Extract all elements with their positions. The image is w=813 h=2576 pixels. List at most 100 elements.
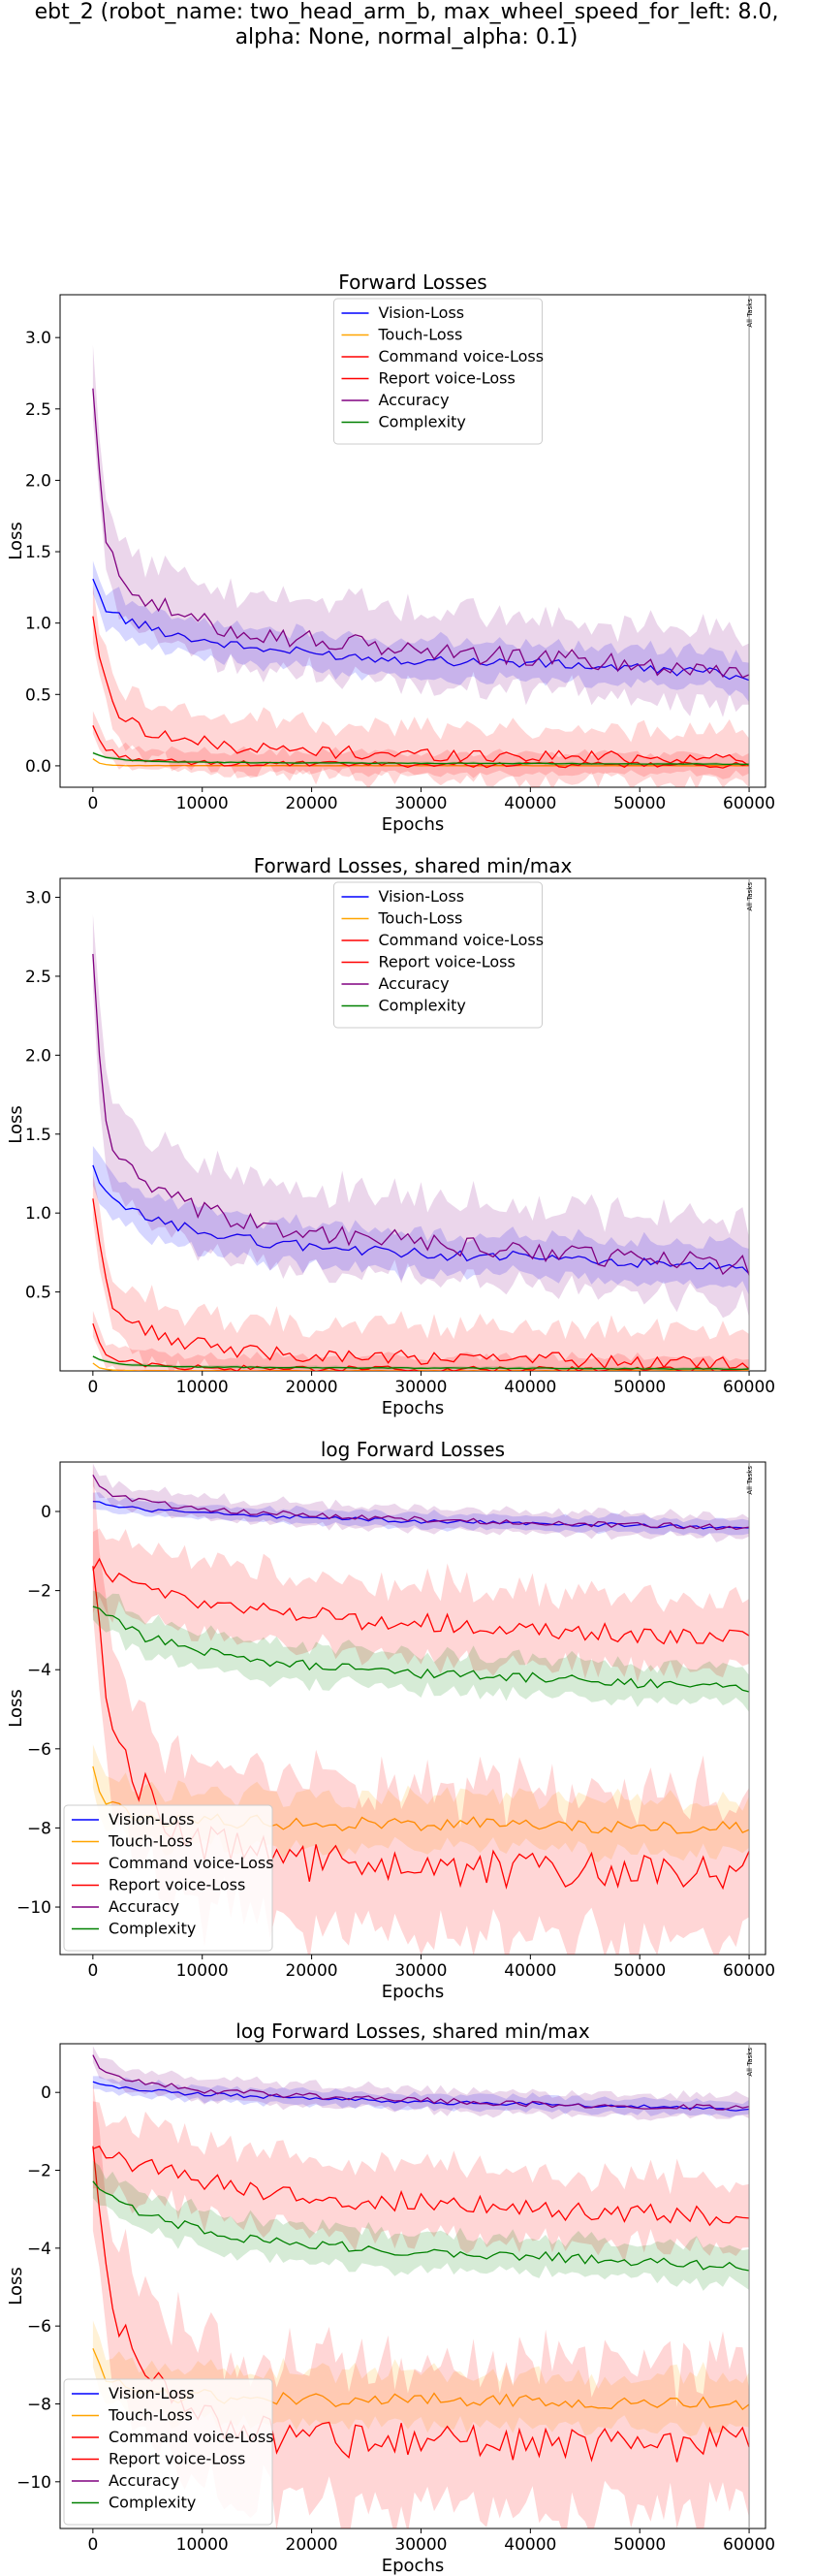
legend: Vision-Loss Touch-Loss Command voice-Loss R… xyxy=(63,2378,274,2526)
legend-label-accuracy: Accuracy xyxy=(109,1897,179,1916)
x-tick-label: 60000 xyxy=(723,1961,775,1981)
x-tick-label: 20000 xyxy=(286,2535,338,2555)
x-tick-label: 20000 xyxy=(286,1378,338,1397)
band-report-voice-loss xyxy=(92,1174,750,1371)
band-report-voice-loss xyxy=(92,585,750,787)
legend-label-touch-loss: Touch-Loss xyxy=(378,326,463,344)
legend-label-touch-loss: Touch-Loss xyxy=(108,1832,193,1851)
task-boundary-label: All Tasks xyxy=(746,2048,754,2077)
y-tick-label: 0 xyxy=(41,2083,51,2103)
y-tick-label: −4 xyxy=(27,1661,51,1680)
plot-area xyxy=(92,344,750,787)
y-tick-label: 1.5 xyxy=(25,1126,51,1145)
band-report-voice-loss xyxy=(92,1528,750,1683)
x-tick-label: 10000 xyxy=(176,794,229,813)
y-axis-label: Loss xyxy=(6,1105,26,1143)
x-tick-label: 50000 xyxy=(613,2535,666,2555)
band-accuracy xyxy=(92,344,750,717)
x-axis-label: Epochs xyxy=(382,1982,445,2002)
x-tick-label: 60000 xyxy=(723,2535,775,2555)
legend-label-command-voice-loss: Command voice-Loss xyxy=(109,2428,274,2446)
series-line-accuracy xyxy=(92,1474,750,1531)
legend-box xyxy=(63,1804,273,1952)
series-line-complexity xyxy=(92,1606,750,1693)
y-tick-label: 3.0 xyxy=(25,889,51,908)
series-line-complexity xyxy=(92,751,750,766)
legend-label-report-voice-loss: Report voice-Loss xyxy=(379,953,516,971)
series-line-complexity xyxy=(92,1355,750,1371)
x-tick-label: 0 xyxy=(87,1378,98,1397)
x-tick-label: 20000 xyxy=(286,1961,338,1981)
y-tick-label: 1.0 xyxy=(25,615,51,634)
y-tick-label: −8 xyxy=(27,1819,51,1838)
legend-label-touch-loss: Touch-Loss xyxy=(108,2406,193,2425)
band-complexity xyxy=(92,2160,750,2291)
task-boundary-label: All Tasks xyxy=(746,299,754,328)
y-tick-label: 2.0 xyxy=(25,471,51,491)
chart-title: Forward Losses xyxy=(338,270,486,294)
legend-label-vision-loss: Vision-Loss xyxy=(109,1810,195,1829)
x-tick-label: 40000 xyxy=(504,2535,556,2555)
y-tick-label: 1.0 xyxy=(25,1204,51,1224)
band-accuracy xyxy=(92,2046,750,2121)
series-line-complexity xyxy=(92,2180,750,2272)
x-tick-label: 50000 xyxy=(613,1961,666,1981)
legend: Vision-Loss Touch-Loss Command voice-Loss R… xyxy=(333,298,545,445)
series-line-report-voice-loss xyxy=(92,616,750,767)
y-tick-label: −2 xyxy=(27,2162,51,2181)
series-line-vision-loss xyxy=(92,1500,750,1530)
x-tick-label: 10000 xyxy=(176,1378,229,1397)
legend-label-accuracy: Accuracy xyxy=(109,2471,179,2490)
x-tick-label: 0 xyxy=(87,1961,98,1981)
series-line-vision-loss xyxy=(92,578,750,682)
x-tick-label: 20000 xyxy=(286,794,338,813)
series-line-touch-loss xyxy=(92,758,750,767)
series-line-accuracy xyxy=(92,388,750,679)
plot-frame xyxy=(59,1461,766,1956)
y-axis-label: Loss xyxy=(6,2267,26,2305)
x-tick-label: 30000 xyxy=(394,794,447,813)
chart-log-forward-losses-shared: log Forward Losses, shared min/max 0 10000… xyxy=(6,2019,775,2576)
legend-label-vision-loss: Vision-Loss xyxy=(379,303,465,322)
task-boundary-label: All Tasks xyxy=(746,882,754,911)
x-tick-label: 40000 xyxy=(504,1378,556,1397)
y-tick-label: −6 xyxy=(27,1740,51,1760)
plot-frame xyxy=(59,294,766,788)
series-line-touch-loss xyxy=(92,1362,750,1371)
legend: Vision-Loss Touch-Loss Command voice-Loss R… xyxy=(63,1804,274,1952)
legend-label-complexity: Complexity xyxy=(379,997,466,1015)
legend-label-report-voice-loss: Report voice-Loss xyxy=(379,369,516,388)
series-line-accuracy xyxy=(92,2054,750,2111)
y-axis-label: Loss xyxy=(6,1689,26,1727)
chart-forward-losses-shared: Forward Losses, shared min/max 0 10000 2000… xyxy=(6,854,775,1418)
x-tick-label: 30000 xyxy=(394,1961,447,1981)
y-tick-label: −6 xyxy=(27,2317,51,2337)
band-accuracy xyxy=(92,1463,750,1542)
x-tick-label: 40000 xyxy=(504,794,556,813)
legend-label-command-voice-loss: Command voice-Loss xyxy=(379,931,545,949)
series-line-report-voice-loss xyxy=(92,1198,750,1371)
figure-suptitle: ebt_2 (robot_name: two_head_arm_b, max_w… xyxy=(0,0,813,50)
y-tick-label: 2.5 xyxy=(25,400,51,420)
y-tick-label: −2 xyxy=(27,1582,51,1602)
x-tick-label: 10000 xyxy=(176,1961,229,1981)
x-tick-label: 50000 xyxy=(613,1378,666,1397)
chart-title: Forward Losses, shared min/max xyxy=(254,854,573,877)
legend-box xyxy=(63,2378,273,2526)
band-complexity xyxy=(92,1590,750,1712)
x-tick-label: 60000 xyxy=(723,794,775,813)
series-line-vision-loss xyxy=(92,1164,750,1275)
series-line-report-voice-loss xyxy=(92,1557,750,1645)
y-tick-label: −8 xyxy=(27,2395,51,2414)
x-tick-label: 30000 xyxy=(394,1378,447,1397)
legend-box xyxy=(333,881,543,1029)
y-tick-label: 2.0 xyxy=(25,1046,51,1065)
suptitle-line-1: ebt_2 (robot_name: two_head_arm_b, max_w… xyxy=(34,0,779,24)
legend-label-complexity: Complexity xyxy=(379,413,466,431)
legend-label-report-voice-loss: Report voice-Loss xyxy=(109,2450,245,2468)
legend-label-command-voice-loss: Command voice-Loss xyxy=(379,347,545,366)
x-tick-label: 40000 xyxy=(504,1961,556,1981)
x-tick-label: 0 xyxy=(87,2535,98,2555)
band-accuracy xyxy=(92,914,750,1319)
plot-frame xyxy=(59,2043,766,2529)
